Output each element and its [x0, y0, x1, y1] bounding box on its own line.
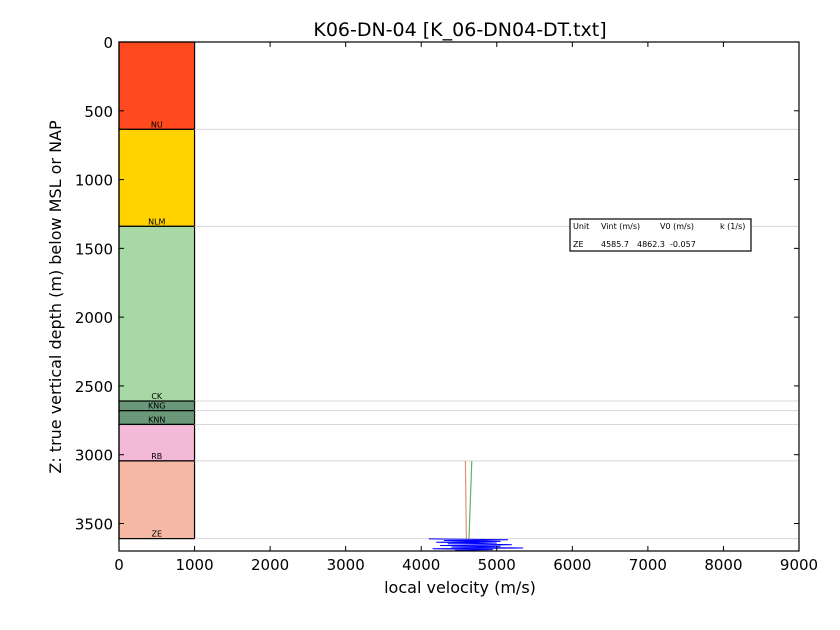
x-tick-label: 9000: [780, 556, 818, 574]
table-header: V0 (m/s): [660, 222, 694, 231]
y-axis-label: Z: true vertical depth (m) below MSL or …: [46, 120, 65, 474]
unit-label-kng: KNG: [148, 402, 165, 411]
y-tick-label: 1500: [75, 240, 113, 258]
x-tick-label: 1000: [175, 556, 213, 574]
y-tick-label: 2000: [75, 309, 113, 327]
y-tick-label: 3500: [75, 515, 113, 533]
table-cell: -0.057: [670, 240, 696, 249]
x-tick-label: 0: [114, 556, 124, 574]
plot-frame: [118, 41, 800, 552]
unit-label-ck: CK: [151, 392, 163, 401]
y-tick-label: 0: [103, 34, 113, 52]
parameter-table-box: [569, 218, 752, 252]
y-tick-label: 1000: [75, 172, 113, 190]
y-tick-label: 500: [84, 103, 113, 121]
table-cell: ZE: [573, 240, 584, 249]
velocity-series-1: [468, 460, 473, 539]
unit-boundary-lines: [194, 128, 799, 540]
table-header: k (1/s): [720, 222, 745, 231]
x-axis-label: local velocity (m/s): [384, 578, 536, 597]
unit-label-nu: NU: [151, 120, 163, 129]
unit-label-rb: RB: [151, 452, 162, 461]
x-tick-label: 4000: [402, 556, 440, 574]
table-cell: 4862.3: [637, 240, 665, 249]
velocity-series: [428, 460, 524, 551]
x-tick-label: 6000: [553, 556, 591, 574]
unit-label-knn: KNN: [148, 415, 165, 424]
parameter-table: Unit Vint (m/s) V0 (m/s) k (1/s) ZE 4585.7 486…: [569, 218, 752, 252]
unit-block-ck: [118, 225, 196, 402]
table-header: Vint (m/s): [601, 222, 640, 231]
x-tick-label: 5000: [478, 556, 516, 574]
unit-block-nu: [118, 41, 196, 130]
unit-block-rb: [118, 423, 196, 462]
x-tick-label: 2000: [251, 556, 289, 574]
table-header: Unit: [573, 222, 589, 231]
x-tick-label: 8000: [704, 556, 742, 574]
unit-block-nlm: [118, 128, 196, 227]
y-tick-label: 2500: [75, 378, 113, 396]
unit-label-ze: ZE: [152, 530, 163, 539]
velocity-series-2: [428, 538, 524, 551]
unit-label-nlm: NLM: [148, 217, 165, 226]
velocity-series-0: [464, 460, 467, 539]
chart-title: K06-DN-04 [K_06-DN04-DT.txt]: [313, 19, 606, 41]
unit-block-ze: [118, 460, 196, 540]
x-tick-label: 3000: [327, 556, 365, 574]
y-tick-label: 3000: [75, 447, 113, 465]
x-tick-label: 7000: [629, 556, 667, 574]
axis-ticks: 0 1000 2000 3000 4000 5000 6000 7000 8000 9000 0 50…: [75, 34, 818, 574]
table-cell: 4585.7: [601, 240, 629, 249]
